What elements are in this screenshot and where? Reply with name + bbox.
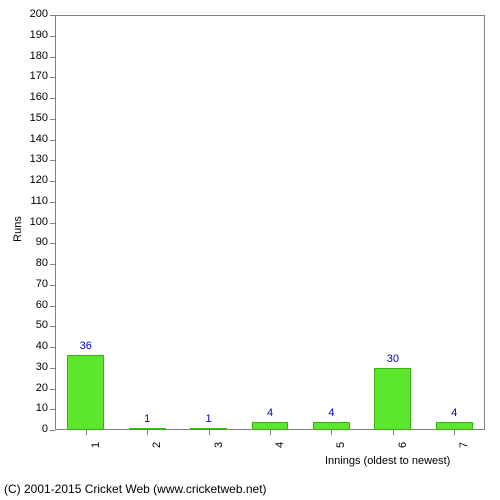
y-tick (50, 306, 55, 307)
y-tick-label: 170 (23, 70, 48, 82)
y-tick-label: 10 (23, 402, 48, 414)
x-tick (209, 430, 210, 435)
y-tick (50, 57, 55, 58)
y-tick-label: 150 (23, 112, 48, 124)
y-tick (50, 326, 55, 327)
y-tick (50, 36, 55, 37)
bar-value-label: 1 (194, 413, 224, 425)
y-tick (50, 285, 55, 286)
bar (129, 428, 166, 430)
y-tick-label: 190 (23, 29, 48, 41)
y-tick (50, 119, 55, 120)
y-tick-label: 110 (23, 195, 48, 207)
x-tick-label: 6 (397, 442, 409, 448)
x-tick (393, 430, 394, 435)
x-tick (270, 430, 271, 435)
y-tick (50, 347, 55, 348)
y-tick (50, 140, 55, 141)
x-tick (454, 430, 455, 435)
x-tick (86, 430, 87, 435)
y-tick-label: 90 (23, 236, 48, 248)
bar-value-label: 4 (255, 407, 285, 419)
bar-value-label: 30 (378, 353, 408, 365)
bar (67, 355, 104, 430)
bar-value-label: 4 (316, 407, 346, 419)
chart-container: Runs Innings (oldest to newest) 01020304… (0, 0, 500, 500)
bar-value-label: 4 (439, 407, 469, 419)
y-tick-label: 0 (23, 423, 48, 435)
bar (252, 422, 289, 430)
y-tick-label: 70 (23, 278, 48, 290)
x-tick-label: 5 (335, 442, 347, 448)
y-tick (50, 430, 55, 431)
y-tick-label: 30 (23, 361, 48, 373)
y-tick (50, 243, 55, 244)
plot-area (55, 15, 485, 430)
y-tick-label: 60 (23, 299, 48, 311)
y-tick (50, 389, 55, 390)
x-tick-label: 2 (151, 442, 163, 448)
y-tick (50, 202, 55, 203)
copyright-text: (C) 2001-2015 Cricket Web (www.cricketwe… (4, 482, 267, 496)
x-tick (331, 430, 332, 435)
x-tick-label: 7 (458, 442, 470, 448)
x-tick-label: 4 (274, 442, 286, 448)
y-tick-label: 200 (23, 8, 48, 20)
y-tick (50, 160, 55, 161)
y-tick (50, 368, 55, 369)
y-tick-label: 40 (23, 340, 48, 352)
bar (436, 422, 473, 430)
y-tick (50, 77, 55, 78)
y-tick (50, 223, 55, 224)
x-tick (147, 430, 148, 435)
y-tick-label: 140 (23, 133, 48, 145)
y-tick (50, 15, 55, 16)
y-tick (50, 181, 55, 182)
y-tick-label: 80 (23, 257, 48, 269)
y-tick (50, 98, 55, 99)
y-tick-label: 100 (23, 216, 48, 228)
bar (190, 428, 227, 430)
x-tick-label: 1 (90, 442, 102, 448)
y-tick-label: 20 (23, 382, 48, 394)
y-tick (50, 409, 55, 410)
y-tick-label: 120 (23, 174, 48, 186)
x-axis-label: Innings (oldest to newest) (325, 455, 450, 467)
y-tick-label: 50 (23, 319, 48, 331)
y-tick (50, 264, 55, 265)
y-tick-label: 160 (23, 91, 48, 103)
x-tick-label: 3 (213, 442, 225, 448)
y-tick-label: 130 (23, 153, 48, 165)
y-tick-label: 180 (23, 50, 48, 62)
bar (374, 368, 411, 430)
bar-value-label: 36 (71, 340, 101, 352)
bar (313, 422, 350, 430)
bar-value-label: 1 (132, 413, 162, 425)
